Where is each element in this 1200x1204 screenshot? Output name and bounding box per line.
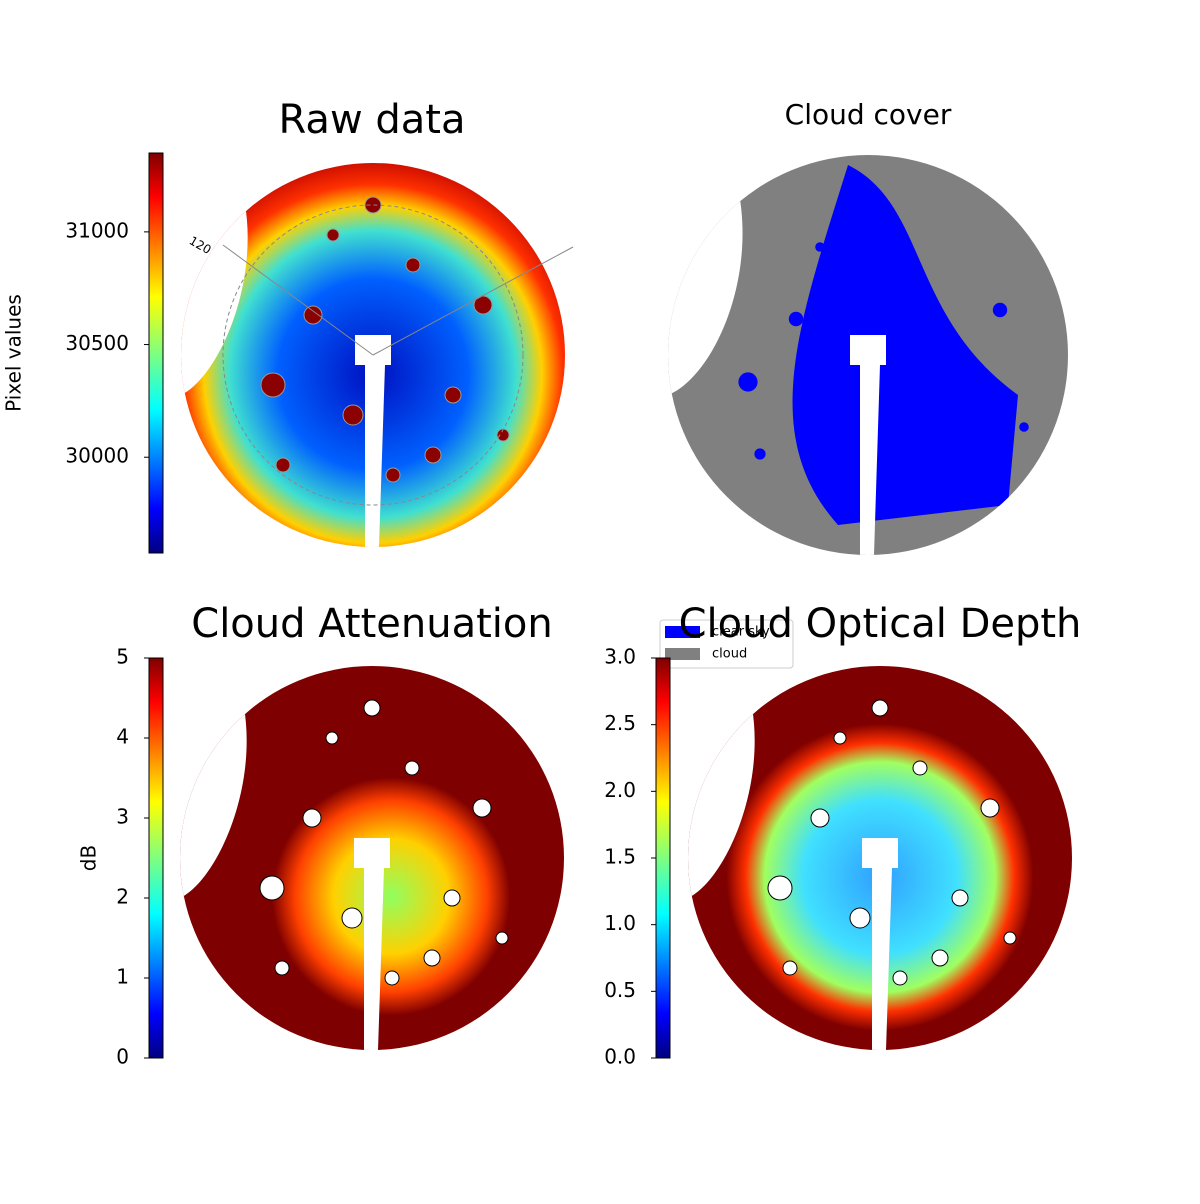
spot xyxy=(303,305,323,325)
spot xyxy=(325,731,339,745)
spot xyxy=(385,467,401,483)
clear-spot xyxy=(957,384,971,398)
colorbar xyxy=(148,657,164,1059)
clear-spot xyxy=(861,213,875,227)
spot xyxy=(405,257,421,273)
spot xyxy=(782,960,798,976)
panel-title: Cloud cover xyxy=(785,98,952,131)
colorbar-tick-label: 0.5 xyxy=(604,978,636,1002)
legend-label: clear sky xyxy=(712,625,770,640)
spot xyxy=(363,699,381,717)
sky-image xyxy=(181,163,565,547)
spot xyxy=(424,446,442,464)
panel-title: Cloud Optical Depth xyxy=(679,601,1082,647)
spot xyxy=(1003,931,1017,945)
colorbar-tick-label: 2.0 xyxy=(604,778,636,802)
colorbar-tick-label: 4 xyxy=(116,725,129,749)
clear-spot xyxy=(992,302,1008,318)
spot xyxy=(384,970,400,986)
spot xyxy=(849,907,871,929)
spot xyxy=(871,699,889,717)
spot xyxy=(472,798,492,818)
colorbar-label: dB xyxy=(77,845,101,871)
clear-spot xyxy=(933,438,947,452)
colorbar-tick-label: 3.0 xyxy=(604,645,636,669)
spot xyxy=(444,386,462,404)
colorbar xyxy=(655,657,671,1059)
panel-title: Raw data xyxy=(279,97,466,143)
colorbar-tick-label: 5 xyxy=(116,645,129,669)
legend-swatch xyxy=(665,626,700,638)
slot xyxy=(354,838,390,1050)
legend-swatch xyxy=(665,648,700,660)
spot xyxy=(274,960,290,976)
polar-ring xyxy=(222,204,524,506)
polar-line xyxy=(222,244,374,356)
colorbar-label: Pixel values xyxy=(2,294,26,412)
spot xyxy=(341,907,363,929)
clear-spot xyxy=(738,372,758,392)
spot xyxy=(810,808,830,828)
spot xyxy=(302,808,322,828)
sky-image xyxy=(180,666,564,1050)
legend-label: cloud xyxy=(712,647,747,662)
spot xyxy=(326,228,340,242)
panel-title: Cloud Attenuation xyxy=(191,601,552,647)
sky-image xyxy=(668,155,1068,555)
spot xyxy=(892,970,908,986)
colorbar-tick-label: 3 xyxy=(116,805,129,829)
colorbar-tick-label: 30500 xyxy=(65,331,129,355)
spot xyxy=(259,875,285,901)
clear-spot xyxy=(815,242,825,252)
colorbar-tick-label: 1 xyxy=(116,965,129,989)
colorbar-tick-label: 2.5 xyxy=(604,711,636,735)
colorbar-tick-label: 0.0 xyxy=(604,1045,636,1069)
clear-region xyxy=(792,165,1018,525)
colorbar xyxy=(148,152,164,554)
spot xyxy=(423,949,441,967)
polar-line xyxy=(372,246,574,356)
colorbar-tick-label: 1.5 xyxy=(604,845,636,869)
colorbar-tick-label: 2 xyxy=(116,885,129,909)
colorbar-tick-label: 1.0 xyxy=(604,911,636,935)
colorbar-tick-label: 31000 xyxy=(65,218,129,242)
clear-spot xyxy=(754,448,766,460)
annotation: 120 xyxy=(187,234,214,258)
clear-spot xyxy=(788,311,804,327)
spot xyxy=(275,457,291,473)
spot xyxy=(833,731,847,745)
slot xyxy=(850,335,886,555)
spot xyxy=(342,404,364,426)
colorbar-tick-label: 30000 xyxy=(65,444,129,468)
spot xyxy=(951,889,969,907)
spot xyxy=(260,372,286,398)
clear-spot xyxy=(1019,422,1029,432)
spot xyxy=(912,760,928,776)
slot xyxy=(355,335,391,547)
spot xyxy=(767,875,793,901)
colorbar-tick-label: 0 xyxy=(116,1045,129,1069)
spot xyxy=(443,889,461,907)
clear-spot xyxy=(886,457,898,469)
spot xyxy=(495,931,509,945)
spot xyxy=(931,949,949,967)
sky-image xyxy=(688,666,1072,1050)
spot xyxy=(980,798,1000,818)
clear-spot xyxy=(910,268,922,280)
spot xyxy=(404,760,420,776)
slot xyxy=(862,838,898,1050)
clear-spot xyxy=(836,401,852,417)
